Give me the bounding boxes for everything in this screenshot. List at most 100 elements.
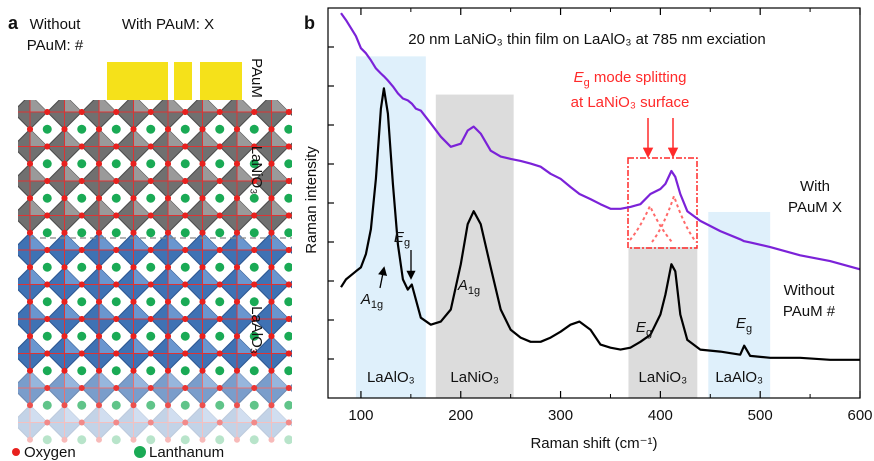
oxygen-atom bbox=[320, 282, 326, 288]
octahedron-face bbox=[99, 198, 117, 216]
lanthanum-atom bbox=[180, 331, 190, 341]
octahedron-face bbox=[30, 163, 48, 181]
octahedron bbox=[216, 264, 259, 307]
oxygen-atom bbox=[303, 333, 309, 339]
structure-panel: a Without PAuM: # With PAuM: X PAuM LaNi… bbox=[8, 13, 328, 461]
octahedron-face bbox=[306, 371, 323, 388]
lanthanum-atom bbox=[42, 331, 52, 341]
lanthanum-atom bbox=[111, 262, 121, 272]
annotation-main: E bbox=[394, 229, 405, 246]
lanthanum-atom bbox=[146, 228, 156, 238]
oxygen-atom bbox=[147, 109, 154, 115]
octahedron-face bbox=[81, 404, 117, 441]
spectra bbox=[340, 12, 861, 361]
lanthanum-atom bbox=[180, 297, 190, 307]
legend: With PAuM X Without PAuM # bbox=[782, 178, 842, 320]
octahedron-face bbox=[202, 100, 220, 112]
lanthanum-atom bbox=[215, 366, 225, 376]
x-tick-label: 500 bbox=[748, 407, 773, 424]
oxygen-atom bbox=[62, 92, 68, 98]
fit-peak bbox=[651, 192, 697, 243]
oxygen-atom bbox=[303, 299, 309, 305]
lanthanum-atom bbox=[319, 159, 328, 168]
lanthanum-atom bbox=[77, 435, 87, 445]
oxygen-atom bbox=[78, 143, 85, 150]
octahedron bbox=[18, 195, 52, 238]
octahedron-face bbox=[133, 163, 151, 181]
legend-label: Without PAuM # bbox=[782, 282, 836, 320]
octahedron bbox=[78, 229, 121, 272]
octahedron-face bbox=[306, 129, 323, 146]
panel-label: a bbox=[8, 13, 19, 33]
chart-title: 20 nm LaNiO₃ thin film on LaAlO₃ at 785 … bbox=[408, 31, 765, 48]
octahedron bbox=[18, 402, 52, 445]
lanthanum-atom bbox=[180, 193, 190, 203]
oxygen-atom bbox=[147, 247, 154, 253]
octahedron-face bbox=[202, 198, 220, 216]
without-label-box: Without PAuM: # bbox=[27, 16, 83, 54]
oxygen-atom bbox=[320, 144, 326, 150]
oxygen-atom bbox=[27, 367, 33, 374]
octahedron bbox=[147, 367, 190, 410]
octahedron-face bbox=[133, 336, 151, 354]
octahedron-face bbox=[237, 100, 255, 112]
lanthanum-atom bbox=[146, 193, 156, 203]
lanthanum-atom bbox=[111, 435, 121, 445]
lanthanum-atom bbox=[42, 193, 52, 203]
oxygen-atom bbox=[285, 143, 292, 150]
octahedron bbox=[216, 160, 259, 203]
oxygen-atom bbox=[96, 126, 102, 133]
octahedron-face bbox=[271, 163, 289, 181]
series-line bbox=[340, 12, 861, 271]
octahedron-face bbox=[64, 129, 82, 147]
lanthanum-atom bbox=[77, 400, 87, 410]
oxygen-atom bbox=[113, 385, 120, 391]
oxygen-atom bbox=[130, 195, 137, 202]
oxygen-atom bbox=[61, 333, 68, 340]
octahedron bbox=[147, 100, 190, 134]
oxygen-atom bbox=[44, 247, 51, 253]
oxygen-atom bbox=[147, 212, 154, 219]
oxygen-atom bbox=[44, 109, 51, 115]
oxygen-atom bbox=[182, 419, 189, 426]
oxygen-atom bbox=[113, 178, 120, 184]
lanthanum-atom bbox=[146, 435, 156, 445]
oxygen-atom bbox=[268, 402, 275, 409]
paum-block bbox=[107, 62, 168, 100]
legend-marker bbox=[134, 446, 146, 458]
octahedron-face bbox=[64, 163, 82, 181]
oxygen-atom bbox=[285, 419, 292, 426]
octahedron bbox=[78, 333, 121, 376]
oxygen-atom bbox=[268, 367, 275, 374]
octahedron-face bbox=[133, 370, 151, 388]
octahedron-face bbox=[237, 129, 255, 147]
octahedron-face bbox=[253, 404, 290, 441]
oxygen-atom bbox=[199, 333, 206, 340]
lanthanum-atom bbox=[180, 366, 190, 376]
oxygen-atom bbox=[216, 109, 223, 115]
lanthanum-atom bbox=[215, 124, 225, 134]
octahedron-face bbox=[202, 232, 220, 250]
octahedron-face bbox=[168, 267, 186, 285]
oxygen-atom bbox=[44, 385, 51, 391]
oxygen-atom bbox=[27, 402, 33, 409]
lanthanum-atom bbox=[319, 263, 328, 272]
region bbox=[355, 56, 426, 399]
oxygen-atom bbox=[251, 419, 258, 426]
oxygen-atom bbox=[113, 247, 120, 253]
oxygen-atom bbox=[113, 143, 120, 150]
oxygen-atom bbox=[234, 367, 240, 374]
octahedron bbox=[285, 299, 309, 339]
x-tick-label: 200 bbox=[448, 407, 473, 424]
lanthanum-atom bbox=[77, 124, 87, 134]
oxygen-atom bbox=[251, 143, 258, 150]
lanthanum-atom bbox=[77, 228, 87, 238]
oxygen-atom bbox=[96, 367, 102, 374]
oxygen-atom bbox=[10, 109, 16, 115]
oxygen-atom bbox=[96, 195, 102, 202]
octahedron-face bbox=[288, 384, 292, 392]
octahedron-face bbox=[133, 129, 151, 147]
octahedron-face bbox=[202, 163, 220, 181]
legend: Oxygen Lanthanum bbox=[12, 444, 224, 461]
oxygen-atom bbox=[44, 350, 51, 357]
